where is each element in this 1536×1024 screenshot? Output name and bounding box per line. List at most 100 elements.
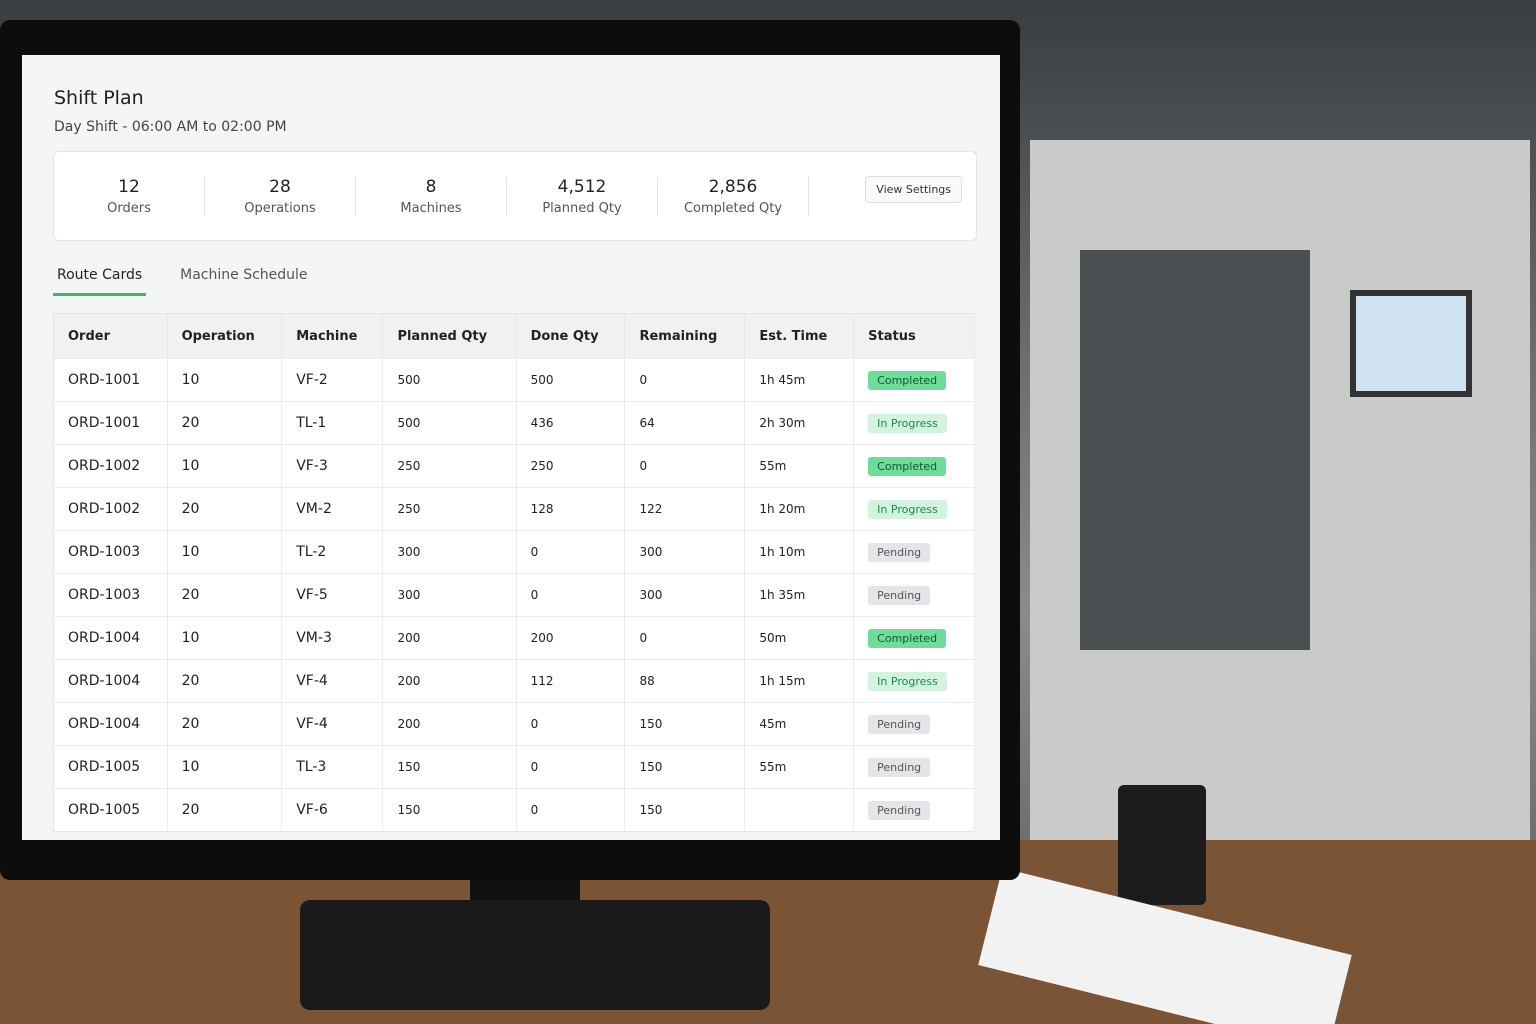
table-row: ORD-1001 20 TL-1 500 436 64 2h 30m In Progress [53, 401, 975, 445]
stat-label: Machines [400, 200, 462, 216]
table-cell: 55m [744, 745, 855, 789]
table-cell: Pending [853, 573, 975, 617]
table-cell: 0 [516, 702, 626, 746]
table-cell: ORD-1004 [53, 616, 168, 660]
table-cell: 10 [167, 358, 283, 402]
table-cell: Pending [853, 745, 975, 789]
table-cell: Pending [853, 702, 975, 746]
column-header: Status [853, 313, 975, 359]
table-cell: 88 [624, 659, 746, 703]
status-badge: Completed [868, 628, 947, 648]
table-cell: 500 [382, 401, 517, 445]
column-header: Machine [281, 313, 384, 359]
table-row: ORD-1001 10 VF-2 500 500 0 1h 45m Completed [53, 358, 975, 402]
table-cell: 500 [382, 358, 517, 402]
table-cell: 1h 20m [744, 487, 855, 531]
column-header: Remaining [624, 313, 746, 359]
stat: 8 Machines [356, 176, 507, 216]
monitor-base [300, 900, 770, 1010]
table-cell: ORD-1001 [53, 358, 168, 402]
table-row: ORD-1002 10 VF-3 250 250 0 55m Completed [53, 444, 975, 488]
table-cell: In Progress [853, 659, 975, 703]
stat-label: Planned Qty [542, 200, 622, 216]
table-cell: 10 [167, 530, 283, 574]
table-cell: 300 [624, 530, 746, 574]
table-cell: ORD-1002 [53, 487, 168, 531]
stat-label: Completed Qty [683, 200, 783, 216]
table-cell: 45m [744, 702, 855, 746]
table-cell: Completed [853, 616, 975, 660]
table-cell: 150 [624, 788, 746, 832]
table-cell: VM-2 [281, 487, 384, 531]
table-cell: 1h 10m [744, 530, 855, 574]
table-cell: VF-4 [281, 702, 384, 746]
table-cell: 0 [624, 358, 746, 402]
table-cell: 112 [516, 659, 626, 703]
table-cell: VF-3 [281, 444, 384, 488]
table-cell: 10 [167, 444, 283, 488]
page-subtitle: Day Shift - 06:00 AM to 02:00 PM [54, 119, 287, 135]
table-cell: Pending [853, 530, 975, 574]
status-badge: In Progress [868, 671, 947, 691]
table-row: ORD-1003 10 TL-2 300 0 300 1h 10m Pending [53, 530, 975, 574]
table-cell: TL-2 [281, 530, 384, 574]
table-cell: 300 [382, 530, 517, 574]
machine-window [1080, 250, 1310, 650]
status-badge: Pending [868, 585, 931, 605]
table-cell: 200 [382, 659, 517, 703]
table-cell: 1h 15m [744, 659, 855, 703]
table-cell: 150 [624, 745, 746, 789]
status-badge: In Progress [868, 499, 947, 519]
table-row: ORD-1004 10 VM-3 200 200 0 50m Completed [53, 616, 975, 660]
table-cell: 20 [167, 659, 283, 703]
stat-value: 12 [118, 176, 140, 197]
table-cell: 50m [744, 616, 855, 660]
view-settings-button[interactable]: View Settings [865, 176, 962, 203]
tab[interactable]: Route Cards [53, 261, 147, 296]
table-cell: 0 [516, 573, 626, 617]
tab[interactable]: Machine Schedule [180, 267, 308, 283]
column-header: Est. Time [744, 313, 855, 359]
table-cell: 250 [382, 444, 517, 488]
table-cell: ORD-1005 [53, 788, 168, 832]
table-row: ORD-1005 10 TL-3 150 0 150 55m Pending [53, 745, 975, 789]
column-header: Operation [167, 313, 283, 359]
table-cell: 200 [516, 616, 626, 660]
header-row: Order Operation Machine Planned Qty Done Qty… [53, 313, 975, 359]
stat: 4,512 Planned Qty [507, 176, 658, 216]
table-cell: VM-3 [281, 616, 384, 660]
table-cell: 0 [624, 444, 746, 488]
table-cell: 2h 30m [744, 401, 855, 445]
table-row: ORD-1005 20 VF-6 150 0 150 Pending [53, 788, 975, 832]
table-cell: 122 [624, 487, 746, 531]
table-cell: ORD-1002 [53, 444, 168, 488]
table-cell: 20 [167, 573, 283, 617]
table-cell: 20 [167, 702, 283, 746]
stat-value: 28 [269, 176, 291, 197]
table-row: ORD-1004 20 VF-4 200 112 88 1h 15m In Progress [53, 659, 975, 703]
table-row: ORD-1002 20 VM-2 250 128 122 1h 20m In Progress [53, 487, 975, 531]
status-badge: Pending [868, 714, 931, 734]
stat-label: Orders [107, 200, 151, 216]
status-badge: Pending [868, 542, 931, 562]
status-badge: Completed [868, 456, 947, 476]
table-cell: TL-1 [281, 401, 384, 445]
table-cell: 1h 45m [744, 358, 855, 402]
table-cell: 436 [516, 401, 626, 445]
table-cell [744, 788, 855, 832]
table-cell: 300 [624, 573, 746, 617]
table-cell: 10 [167, 616, 283, 660]
table-cell: 500 [516, 358, 626, 402]
column-header: Planned Qty [382, 313, 517, 359]
stat: 2,856 Completed Qty [658, 176, 809, 216]
table-cell: ORD-1003 [53, 530, 168, 574]
page-title: Shift Plan [54, 87, 144, 109]
table-row: ORD-1003 20 VF-5 300 0 300 1h 35m Pending [53, 573, 975, 617]
table-cell: VF-5 [281, 573, 384, 617]
status-badge: Pending [868, 800, 931, 820]
tabs: Route Cards Machine Schedule [53, 261, 312, 296]
table-cell: 20 [167, 788, 283, 832]
stat: 12 Orders [54, 176, 205, 216]
route-table: Order Operation Machine Planned Qty Done Qty… [53, 313, 975, 832]
